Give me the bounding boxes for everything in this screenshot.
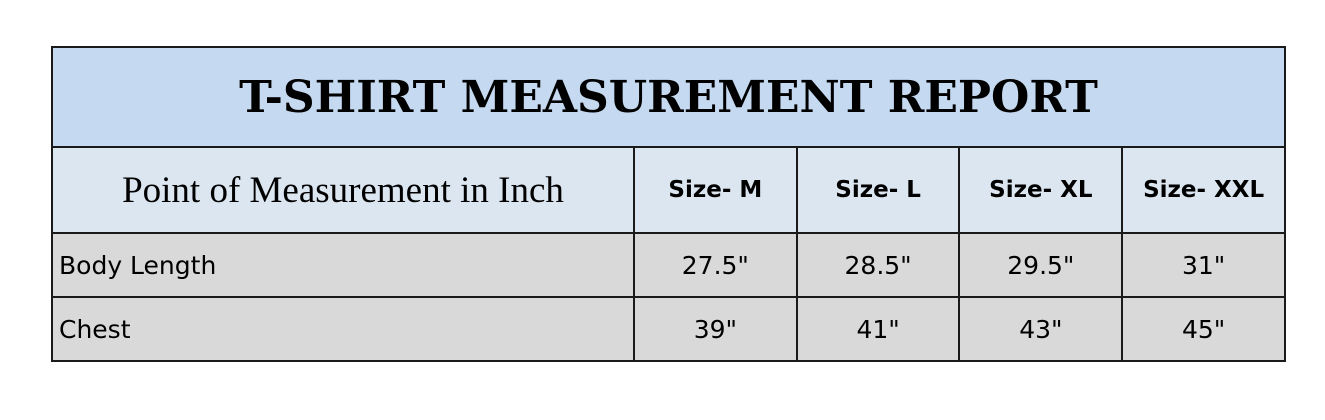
row-label: Chest <box>51 296 635 362</box>
cell: 27.5" <box>632 232 798 298</box>
cell: 31" <box>1121 232 1286 298</box>
header-size-xl: Size- XL <box>958 146 1124 234</box>
cell: 29.5" <box>958 232 1124 298</box>
header-size-m: Size- M <box>632 146 798 234</box>
table-row: Chest 39" 41" 43" 45" <box>51 296 1286 362</box>
cell: 39" <box>632 296 798 362</box>
header-size-l: Size- L <box>795 146 961 234</box>
header-row: Point of Measurement in Inch Size- M Siz… <box>51 146 1286 234</box>
header-point-of-measurement: Point of Measurement in Inch <box>51 146 635 234</box>
measurement-table: T-SHIRT MEASUREMENT REPORT Point of Meas… <box>51 46 1286 362</box>
table-row: Body Length 27.5" 28.5" 29.5" 31" <box>51 232 1286 298</box>
header-size-xxl: Size- XXL <box>1121 146 1286 234</box>
cell: 43" <box>958 296 1124 362</box>
cell: 45" <box>1121 296 1286 362</box>
report-title: T-SHIRT MEASUREMENT REPORT <box>51 46 1286 148</box>
cell: 41" <box>795 296 961 362</box>
cell: 28.5" <box>795 232 961 298</box>
row-label: Body Length <box>51 232 635 298</box>
